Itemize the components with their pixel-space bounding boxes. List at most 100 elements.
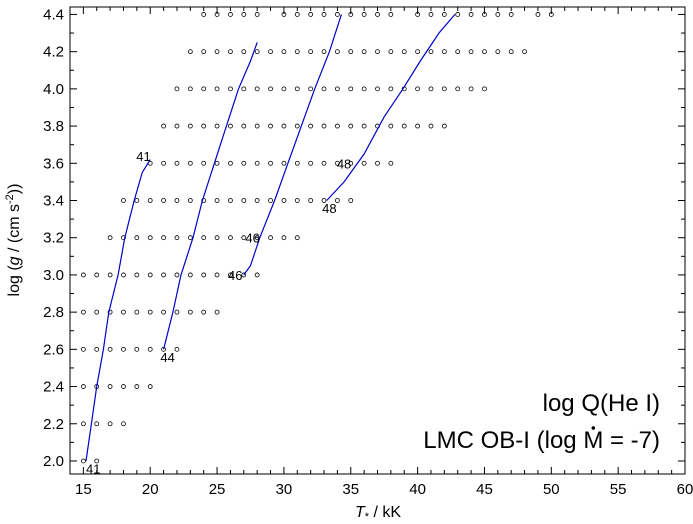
model-point (214, 49, 220, 55)
model-point (254, 12, 260, 17)
model-point (201, 160, 207, 166)
model-point (174, 346, 180, 352)
model-point (241, 12, 247, 17)
y-tick-label: 4.4 (43, 6, 64, 23)
model-point (455, 49, 461, 55)
model-point (187, 309, 193, 315)
model-point (348, 123, 354, 129)
contour-label: 41 (136, 149, 150, 164)
mdot-dot (591, 426, 596, 430)
model-point (348, 160, 354, 166)
model-point (415, 123, 421, 129)
model-point (187, 49, 193, 55)
model-point (495, 12, 501, 17)
model-point (268, 49, 273, 55)
model-point (94, 272, 100, 278)
model-point (107, 421, 113, 427)
y-tick-label: 3.0 (43, 267, 64, 284)
model-point (308, 49, 314, 55)
model-point (281, 49, 287, 55)
contour-label: 48 (322, 201, 336, 216)
model-point (375, 160, 380, 166)
model-point (321, 86, 327, 92)
model-point (428, 12, 434, 17)
model-point (482, 12, 487, 17)
model-point (348, 86, 354, 92)
model-point (348, 49, 354, 55)
model-point (174, 272, 180, 278)
y-tick-label: 2.8 (43, 304, 64, 321)
y-tick-label: 2.6 (43, 341, 64, 358)
model-point (388, 123, 394, 129)
model-point (415, 86, 421, 92)
contour-label: 41 (86, 461, 100, 476)
model-point (121, 421, 126, 427)
x-tick-label: 45 (476, 481, 493, 498)
model-point (241, 49, 247, 55)
model-point (241, 235, 247, 241)
model-point (214, 198, 220, 203)
model-point (388, 12, 394, 17)
model-point (228, 160, 233, 166)
model-point (161, 198, 166, 203)
model-point (268, 160, 273, 166)
contour-line-41 (85, 159, 151, 462)
model-point (187, 272, 193, 278)
model-point (308, 160, 314, 166)
model-point (334, 123, 340, 129)
model-point (134, 272, 140, 278)
model-point (214, 235, 220, 241)
model-point (134, 235, 140, 241)
model-point (80, 421, 86, 427)
model-point (174, 309, 180, 315)
model-point (455, 86, 461, 92)
model-point (281, 86, 287, 92)
y-tick-label: 2.0 (43, 453, 64, 470)
model-point (214, 160, 220, 166)
model-point (321, 123, 327, 129)
model-point (441, 86, 447, 92)
model-point (80, 309, 86, 315)
model-point (535, 12, 541, 17)
model-point (228, 49, 233, 55)
model-point (201, 309, 207, 315)
model-point (228, 235, 233, 241)
model-point (94, 421, 100, 427)
model-point (147, 272, 153, 278)
model-point (548, 12, 554, 17)
model-point (147, 346, 153, 352)
model-point (361, 123, 367, 129)
model-point (308, 86, 314, 92)
model-point (522, 49, 527, 55)
model-point (80, 384, 86, 389)
model-point (174, 86, 180, 92)
model-point (428, 86, 434, 92)
model-point (121, 272, 126, 278)
model-point (241, 160, 247, 166)
contour-line-46 (243, 14, 342, 276)
y-tick-label: 3.2 (43, 230, 64, 247)
model-point (495, 49, 501, 55)
model-point (321, 160, 327, 166)
mdot-symbol: M (583, 427, 603, 454)
model-point (281, 235, 287, 241)
x-tick-label: 30 (276, 481, 293, 498)
model-point (401, 123, 407, 129)
model-point (107, 309, 113, 315)
model-point (241, 123, 247, 129)
model-point (482, 86, 487, 92)
x-axis-label: T* / kK (355, 504, 401, 523)
model-point (228, 12, 233, 17)
contour-line-44 (163, 42, 258, 350)
model-point (161, 272, 166, 278)
model-point (294, 12, 300, 17)
model-point (121, 309, 126, 315)
model-point (281, 160, 287, 166)
model-point (321, 12, 327, 17)
model-point (121, 346, 126, 352)
annotation-line-2: LMC OB-I (log M = -7) (423, 427, 660, 454)
model-point (482, 49, 487, 55)
model-point (161, 123, 166, 129)
contour-label: 46 (228, 268, 242, 283)
model-point (348, 198, 354, 203)
